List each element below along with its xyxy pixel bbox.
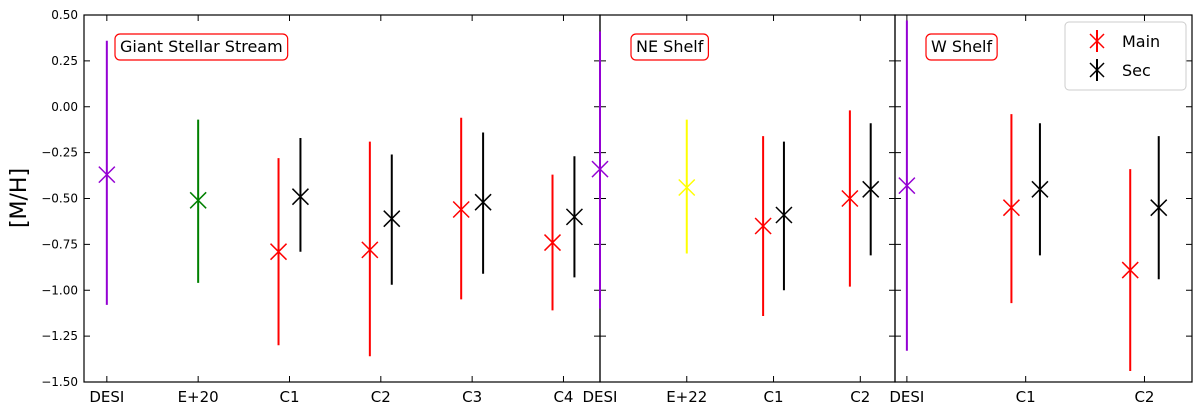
marker xyxy=(1002,199,1020,217)
x-tick-label: C2 xyxy=(850,388,870,406)
panel-label: Giant Stellar Stream xyxy=(120,37,283,56)
data-point xyxy=(98,40,116,305)
y-tick-label: 0.25 xyxy=(51,54,78,68)
y-tick-label: −0.75 xyxy=(41,237,78,251)
x-tick-label: C2 xyxy=(1134,388,1154,406)
marker xyxy=(452,200,470,219)
data-point xyxy=(862,123,880,256)
marker xyxy=(1150,199,1168,217)
marker xyxy=(841,189,859,208)
marker xyxy=(591,160,609,178)
data-point xyxy=(474,132,492,274)
legend-swatch xyxy=(1089,33,1105,49)
marker xyxy=(98,166,116,184)
x-tick-label: E+22 xyxy=(666,388,707,406)
x-tick-label: C3 xyxy=(462,388,482,406)
panel-label-box: W Shelf xyxy=(925,33,998,61)
legend: Main Sec xyxy=(1064,21,1187,91)
panel-label-frame xyxy=(630,33,709,61)
marker xyxy=(754,217,772,235)
data-point xyxy=(591,31,609,309)
data-point xyxy=(1031,123,1049,256)
panel-label: NE Shelf xyxy=(636,37,704,56)
data-point xyxy=(291,137,309,252)
y-tick-label: −1.25 xyxy=(41,329,78,343)
x-tick-label: DESI xyxy=(89,388,124,406)
panel-3: DESI C1 C2 xyxy=(889,14,1193,406)
x-tick-label: C1 xyxy=(279,388,299,406)
marker xyxy=(361,241,379,259)
axes: 0.50 0.25 0.00 −0.25 −0.50 −0.75 −1.00 −1.25 −1.… xyxy=(41,8,1193,406)
data-point xyxy=(1121,169,1139,371)
data-point xyxy=(452,117,470,300)
marker xyxy=(291,188,309,206)
data-point xyxy=(841,110,859,287)
marker xyxy=(775,206,793,224)
legend-label: Sec xyxy=(1122,61,1151,80)
marker xyxy=(269,243,288,261)
data-point xyxy=(678,119,696,254)
data-point xyxy=(189,119,207,283)
x-tick-label: C4 xyxy=(553,388,573,406)
marker xyxy=(383,210,401,228)
data-marks xyxy=(98,20,1168,371)
data-point xyxy=(1002,114,1020,304)
data-point xyxy=(754,136,772,316)
y-tick-label: −0.50 xyxy=(41,192,78,206)
y-tick-label: −1.50 xyxy=(41,375,78,389)
y-tick-label: −1.00 xyxy=(41,283,78,297)
data-point xyxy=(898,20,916,351)
data-point xyxy=(361,141,379,357)
panel-label-frame xyxy=(114,33,289,61)
legend-entry: Main xyxy=(1089,30,1160,52)
y-axis-label: [M/H] xyxy=(7,168,32,228)
panel-labels: Giant Stellar Stream NE Shelf W Shelf xyxy=(114,33,998,61)
data-point xyxy=(383,154,401,285)
panel-frame xyxy=(83,14,601,383)
data-point xyxy=(269,158,288,346)
x-tick-label: DESI xyxy=(889,388,924,406)
panel-2: DESI E+22 C1 C2 xyxy=(583,14,896,406)
marker xyxy=(189,191,207,209)
panel-label: W Shelf xyxy=(931,37,992,56)
panel-label-box: NE Shelf xyxy=(630,33,709,61)
y-tick-label: 0.00 xyxy=(51,100,78,114)
marker xyxy=(474,193,492,211)
marker xyxy=(898,177,916,195)
panel-1: DESI E+20 C1 C2 C3 C4 xyxy=(83,14,601,406)
y-tick-label: 0.50 xyxy=(51,8,78,22)
panel-label-box: Giant Stellar Stream xyxy=(114,33,289,61)
data-point xyxy=(1150,136,1168,280)
marker xyxy=(1031,180,1049,198)
marker xyxy=(1121,261,1139,279)
y-tick-label: −0.25 xyxy=(41,146,78,160)
panel-label-frame xyxy=(925,33,998,61)
legend-swatch xyxy=(1089,62,1105,78)
data-point xyxy=(543,174,562,311)
marker xyxy=(862,180,880,198)
x-tick-label: DESI xyxy=(583,388,618,406)
legend-entry: Sec xyxy=(1089,59,1151,81)
legend-label: Main xyxy=(1122,32,1160,51)
marker xyxy=(565,208,583,226)
x-tick-label: C1 xyxy=(764,388,784,406)
marker xyxy=(543,234,562,252)
x-tick-label: C1 xyxy=(1016,388,1036,406)
data-point xyxy=(565,156,583,278)
marker xyxy=(678,178,696,197)
x-tick-label: C2 xyxy=(371,388,391,406)
x-tick-label: E+20 xyxy=(178,388,219,406)
data-point xyxy=(775,141,793,291)
